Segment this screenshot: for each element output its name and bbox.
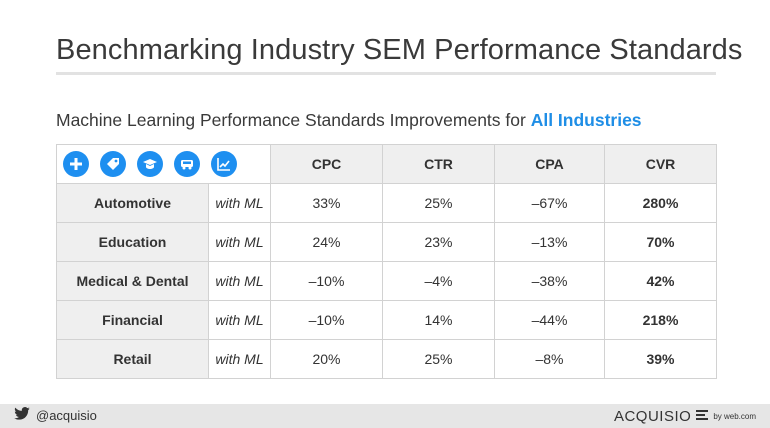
brand-by-text: by web.com — [713, 411, 756, 421]
tag-icon — [100, 151, 126, 177]
cpa-value: –44% — [494, 300, 605, 340]
medical-icon — [63, 151, 89, 177]
table-row: Education with ML 24% 23% –13% 70% — [56, 222, 717, 262]
footer-bar: @acquisio ACQUISIO by web.com — [0, 404, 770, 428]
cvr-value: 218% — [604, 300, 717, 340]
cpc-value: 24% — [270, 222, 383, 262]
with-ml-note: with ML — [208, 222, 271, 262]
with-ml-note: with ML — [208, 300, 271, 340]
subtitle-highlight: All Industries — [530, 110, 642, 130]
col-header-cpc: CPC — [270, 144, 383, 184]
col-header-cpa: CPA — [494, 144, 605, 184]
ctr-value: 25% — [382, 339, 495, 379]
industry-label: Medical & Dental — [56, 261, 209, 301]
col-header-ctr: CTR — [382, 144, 495, 184]
industry-label: Financial — [56, 300, 209, 340]
acquisio-logo: ACQUISIO by web.com — [614, 407, 756, 425]
cvr-value: 42% — [604, 261, 717, 301]
page-title: Benchmarking Industry SEM Performance St… — [56, 34, 743, 66]
benchmark-table: CPC CTR CPA CVR Automotive with ML 33% 2… — [56, 144, 717, 379]
cpc-value: 33% — [270, 183, 383, 223]
cvr-value: 280% — [604, 183, 717, 223]
subtitle: Machine Learning Performance Standards I… — [56, 110, 642, 131]
cpc-value: 20% — [270, 339, 383, 379]
with-ml-note: with ML — [208, 183, 271, 223]
table-header-row: CPC CTR CPA CVR — [56, 144, 717, 184]
industry-icons-cell — [56, 144, 271, 184]
table-row: Medical & Dental with ML –10% –4% –38% 4… — [56, 261, 717, 301]
twitter-icon — [14, 407, 30, 423]
ctr-value: 25% — [382, 183, 495, 223]
twitter-handle[interactable]: @acquisio — [14, 407, 97, 423]
cvr-value: 70% — [604, 222, 717, 262]
table-row: Financial with ML –10% 14% –44% 218% — [56, 300, 717, 340]
ctr-value: 23% — [382, 222, 495, 262]
industry-label: Automotive — [56, 183, 209, 223]
col-header-cvr: CVR — [604, 144, 717, 184]
car-icon — [174, 151, 200, 177]
with-ml-note: with ML — [208, 339, 271, 379]
industry-label: Education — [56, 222, 209, 262]
subtitle-text: Machine Learning Performance Standards I… — [56, 110, 531, 130]
cpa-value: –38% — [494, 261, 605, 301]
graduation-cap-icon — [137, 151, 163, 177]
ctr-value: –4% — [382, 261, 495, 301]
cpa-value: –13% — [494, 222, 605, 262]
chart-icon — [211, 151, 237, 177]
table-row: Retail with ML 20% 25% –8% 39% — [56, 339, 717, 379]
cpa-value: –67% — [494, 183, 605, 223]
cvr-value: 39% — [604, 339, 717, 379]
with-ml-note: with ML — [208, 261, 271, 301]
ctr-value: 14% — [382, 300, 495, 340]
table-row: Automotive with ML 33% 25% –67% 280% — [56, 183, 717, 223]
brand-bars-icon — [696, 407, 709, 425]
title-divider — [56, 72, 716, 75]
cpc-value: –10% — [270, 261, 383, 301]
twitter-handle-text: @acquisio — [36, 407, 97, 423]
brand-name: ACQUISIO — [613, 407, 692, 425]
industry-label: Retail — [56, 339, 209, 379]
cpc-value: –10% — [270, 300, 383, 340]
cpa-value: –8% — [494, 339, 605, 379]
